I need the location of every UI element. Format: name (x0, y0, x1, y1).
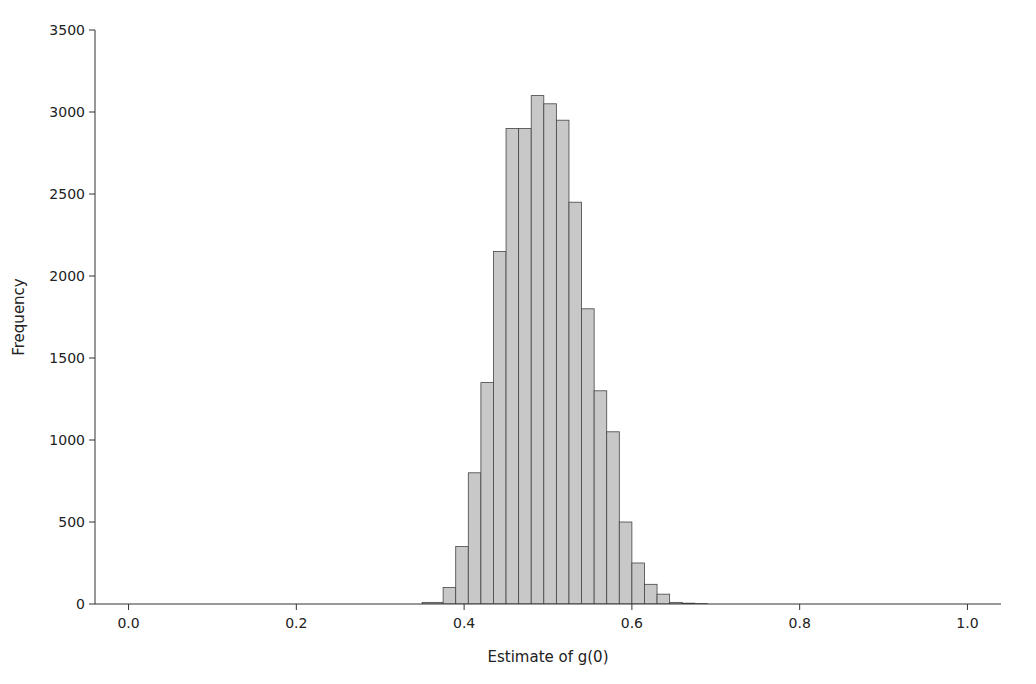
y-tick (89, 30, 95, 31)
histogram-bar (632, 563, 645, 604)
y-tick (89, 276, 95, 277)
histogram-bar (493, 251, 506, 604)
histogram-bar (481, 383, 494, 604)
y-tick (89, 194, 95, 195)
histogram-bar (619, 522, 632, 604)
chart-container: 0.0 0.2 0.4 0.6 0.8 1.0 0 500 1000 1500 2000 2500 30… (0, 0, 1036, 684)
chart-svg: 0.0 0.2 0.4 0.6 0.8 1.0 0 500 1000 1500 2000 2500 30… (0, 0, 1036, 684)
axes: 0.0 0.2 0.4 0.6 0.8 1.0 0 500 1000 1500 2000 2500 30… (49, 22, 1001, 631)
y-tick-label: 3000 (49, 104, 85, 120)
y-tick-label: 0 (76, 596, 85, 612)
x-tick-label: 0.6 (621, 615, 643, 631)
histogram-bar (594, 391, 607, 604)
x-tick (464, 604, 465, 610)
y-axis-line (95, 30, 96, 604)
y-tick (89, 440, 95, 441)
x-axis-label: Estimate of g(0) (487, 648, 608, 666)
x-tick (128, 604, 129, 610)
y-tick-label: 1500 (49, 350, 85, 366)
bars (422, 96, 707, 604)
histogram-bar (544, 104, 557, 604)
histogram-bar (456, 547, 469, 604)
histogram-bar (443, 588, 456, 604)
y-tick-label: 1000 (49, 432, 85, 448)
histogram-bar (569, 202, 582, 604)
y-tick-label: 3500 (49, 22, 85, 38)
y-axis-label: Frequency (10, 278, 28, 356)
histogram-bar (607, 432, 620, 604)
x-tick (967, 604, 968, 610)
x-tick-label: 0.8 (789, 615, 811, 631)
y-tick (89, 358, 95, 359)
x-tick (631, 604, 632, 610)
histogram-bar (644, 584, 657, 604)
x-tick-label: 0.2 (285, 615, 307, 631)
y-tick (89, 112, 95, 113)
x-tick (799, 604, 800, 610)
histogram-bar (506, 128, 519, 604)
x-axis-line (95, 604, 1001, 605)
x-tick-label: 0.0 (117, 615, 139, 631)
histogram-bar (657, 594, 670, 604)
y-tick-label: 500 (58, 514, 85, 530)
y-tick-label: 2500 (49, 186, 85, 202)
histogram-bar (582, 309, 595, 604)
y-tick (89, 522, 95, 523)
histogram-bar (556, 120, 569, 604)
x-tick-label: 1.0 (956, 615, 978, 631)
histogram-bar (519, 128, 532, 604)
y-tick-label: 2000 (49, 268, 85, 284)
x-tick (296, 604, 297, 610)
histogram-bar (531, 96, 544, 604)
histogram-bar (468, 473, 481, 604)
y-tick (89, 604, 95, 605)
x-tick-label: 0.4 (453, 615, 475, 631)
